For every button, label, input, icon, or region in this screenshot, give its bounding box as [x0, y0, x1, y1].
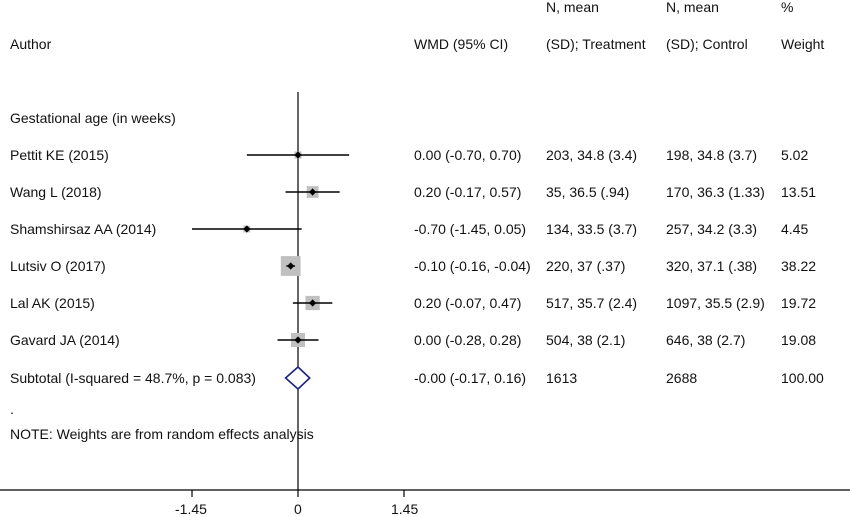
study-weight: 5.02: [781, 147, 809, 163]
study-control: 1097, 35.5 (2.9): [666, 295, 765, 311]
x-tick-label: -1.45: [175, 501, 207, 517]
study-ci: 0.00 (-0.70, 0.70): [414, 147, 522, 163]
study-weight: 19.72: [781, 295, 817, 311]
study-treatment: 504, 38 (2.1): [546, 332, 626, 348]
study-weight: 4.45: [781, 221, 809, 237]
study-control: 257, 34.2 (3.3): [666, 221, 758, 237]
point-estimate: [294, 151, 302, 159]
x-tick-label: 1.45: [391, 501, 419, 517]
study-treatment: 220, 37 (.37): [546, 258, 626, 274]
header-weight-line1: %: [781, 0, 794, 15]
point-estimate: [287, 262, 295, 270]
study-treatment: 203, 34.8 (3.4): [546, 147, 638, 163]
point-estimate: [243, 225, 251, 233]
study-author: Wang L (2018): [10, 184, 102, 200]
header-control-line2: (SD); Control: [666, 36, 748, 52]
header-weight-line2: Weight: [781, 36, 825, 52]
subtotal-treatment: 1613: [546, 370, 578, 386]
subtotal-diamond: [284, 365, 311, 391]
study-control: 646, 38 (2.7): [666, 332, 746, 348]
study-control: 320, 37.1 (.38): [666, 258, 758, 274]
study-weight: 19.08: [781, 332, 817, 348]
study-ci: 0.00 (-0.28, 0.28): [414, 332, 522, 348]
study-ci: -0.10 (-0.16, -0.04): [414, 258, 531, 274]
header-treatment-line2: (SD); Treatment: [546, 36, 646, 52]
study-control: 198, 34.8 (3.7): [666, 147, 758, 163]
study-treatment: 134, 33.5 (3.7): [546, 221, 638, 237]
point-estimate: [309, 188, 317, 196]
dot-marker: .: [10, 401, 14, 417]
study-treatment: 35, 36.5 (.94): [546, 184, 630, 200]
x-tick-label: 0: [294, 501, 302, 517]
study-ci: 0.20 (-0.17, 0.57): [414, 184, 522, 200]
study-author: Pettit KE (2015): [10, 147, 109, 163]
section-label: Gestational age (in weeks): [10, 110, 176, 126]
study-author: Lal AK (2015): [10, 295, 95, 311]
subtotal-ci: -0.00 (-0.17, 0.16): [414, 370, 527, 386]
study-weight: 38.22: [781, 258, 817, 274]
point-estimate: [294, 336, 302, 344]
header-wmd: WMD (95% CI): [414, 36, 509, 52]
study-weight: 13.51: [781, 184, 817, 200]
header-control-line1: N, mean: [666, 0, 719, 15]
study-author: Lutsiv O (2017): [10, 258, 106, 274]
header-author: Author: [10, 36, 52, 52]
study-author: Shamshirsaz AA (2014): [10, 221, 157, 237]
study-author: Gavard JA (2014): [10, 332, 120, 348]
subtotal-label: Subtotal (I-squared = 48.7%, p = 0.083): [10, 370, 256, 386]
study-ci: -0.70 (-1.45, 0.05): [414, 221, 527, 237]
note: NOTE: Weights are from random effects an…: [10, 426, 314, 442]
study-ci: 0.20 (-0.07, 0.47): [414, 295, 522, 311]
study-control: 170, 36.3 (1.33): [666, 184, 765, 200]
header-treatment-line1: N, mean: [546, 0, 599, 15]
subtotal-weight: 100.00: [781, 370, 824, 386]
study-treatment: 517, 35.7 (2.4): [546, 295, 638, 311]
subtotal-control: 2688: [666, 370, 698, 386]
point-estimate: [309, 299, 317, 307]
